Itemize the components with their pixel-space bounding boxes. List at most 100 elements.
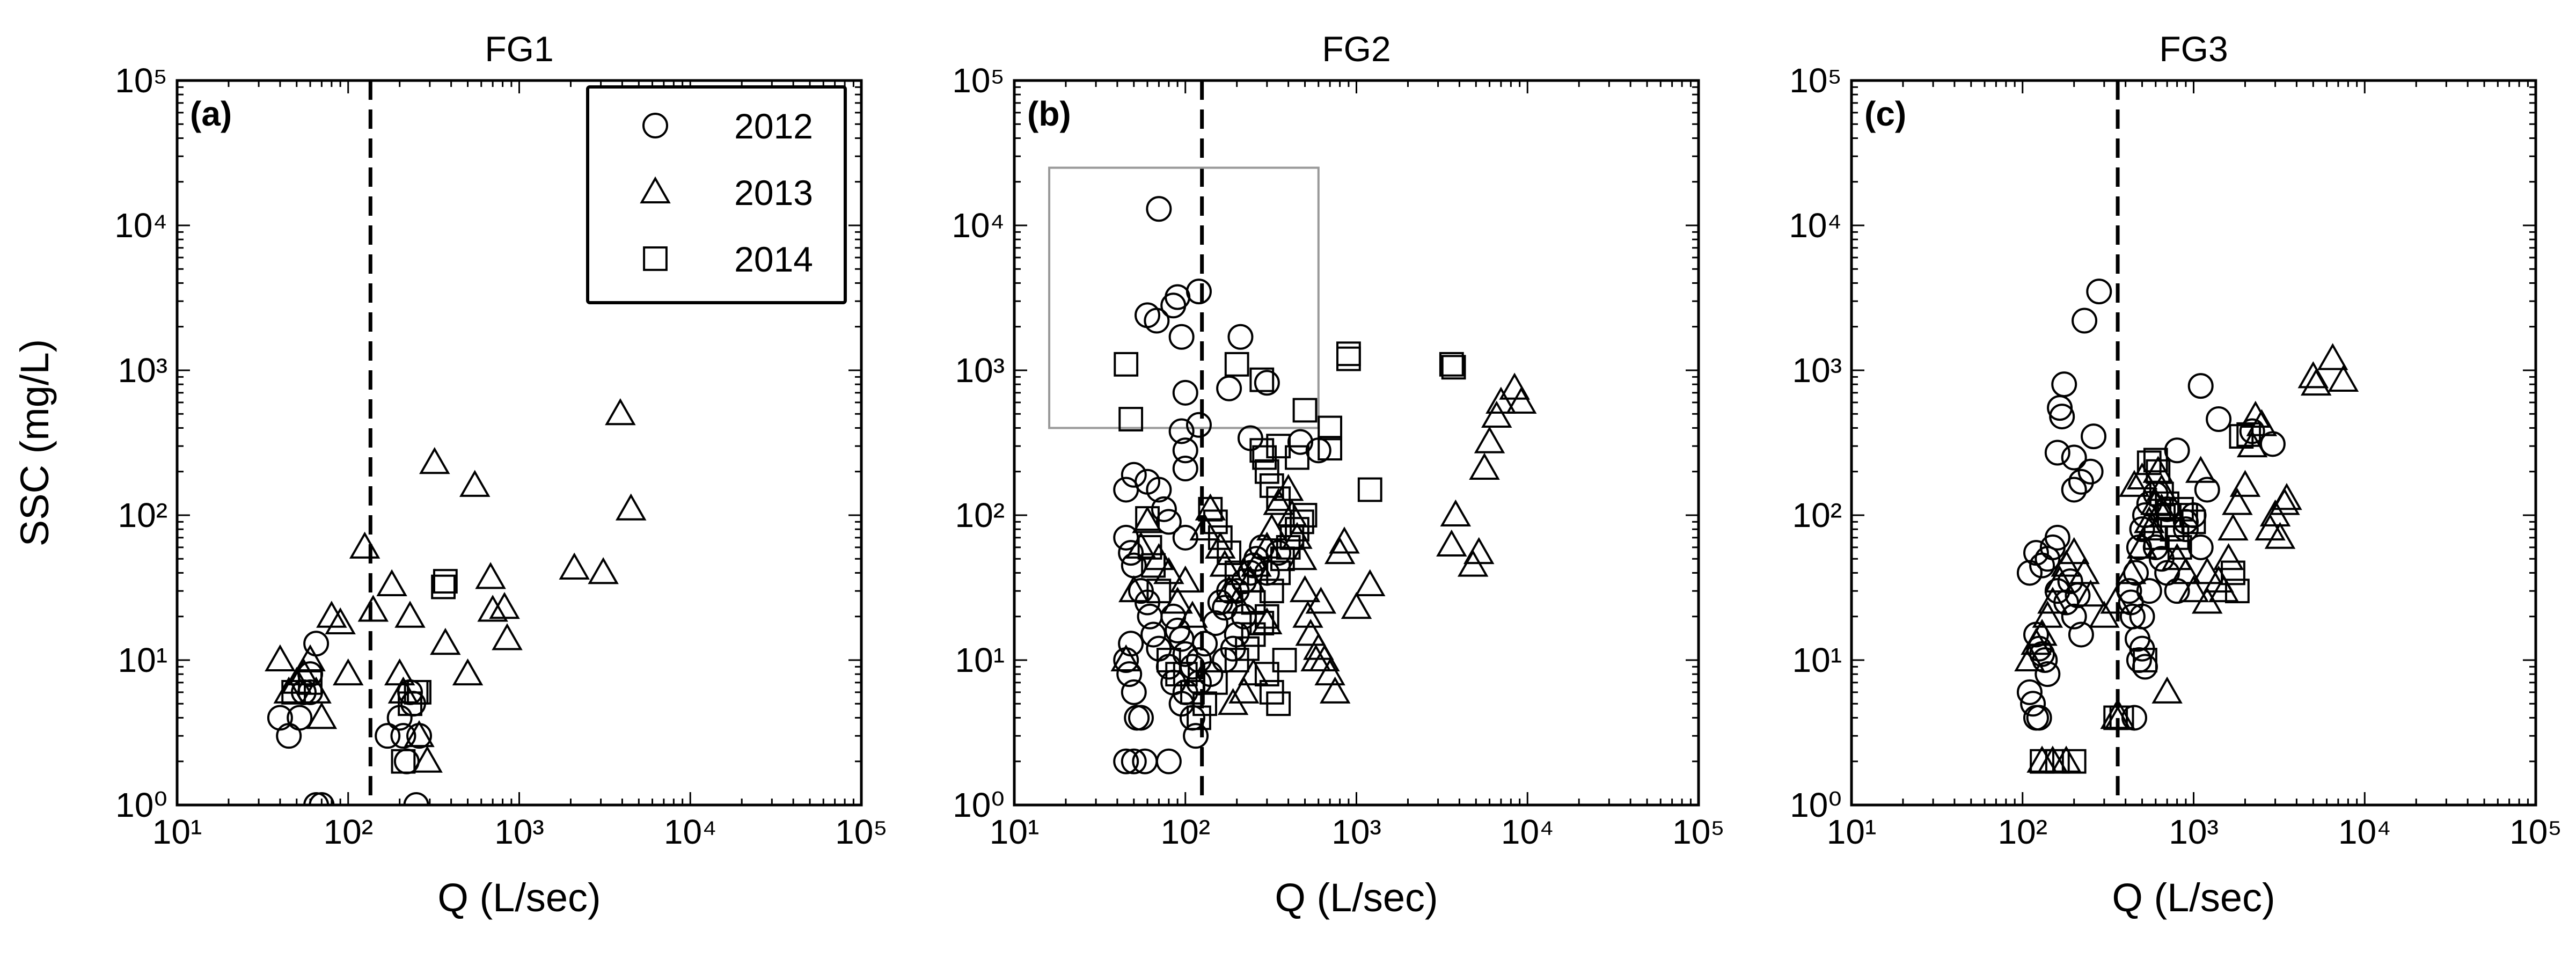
data-point-2012: [1254, 370, 1280, 396]
data-point-2012: [2049, 404, 2075, 430]
y-tick-label: 10¹: [118, 641, 168, 679]
data-point-2013: [2044, 565, 2075, 593]
data-point-2013: [2191, 557, 2223, 584]
data-point-2012: [2086, 279, 2112, 305]
x-tick-label: 10⁵: [1672, 813, 1725, 851]
data-point-2012: [403, 792, 429, 805]
data-point-2012: [1128, 705, 1154, 731]
data-point-2012: [287, 705, 313, 731]
data-point-2014: [1203, 509, 1228, 535]
x-tick-label: 10⁵: [835, 813, 888, 851]
data-point-2013: [615, 493, 647, 521]
data-point-2014: [1249, 611, 1275, 635]
data-point-2013: [1440, 499, 1472, 526]
data-point-2013: [412, 745, 443, 773]
data-point-2013: [2222, 488, 2253, 515]
data-point-2012: [1116, 661, 1143, 687]
data-point-2012: [2164, 437, 2190, 464]
data-point-2013: [2089, 601, 2120, 628]
y-axis-label: SSC (mg/L): [12, 339, 57, 547]
data-point-2012: [2124, 626, 2150, 652]
data-point-2012: [1185, 412, 1212, 438]
data-point-2014: [1318, 436, 1343, 461]
data-point-2013: [2208, 575, 2240, 603]
x-tick-label: 10¹: [990, 813, 1040, 851]
data-point-2013: [2032, 601, 2063, 628]
y-tick-label: 10⁵: [1789, 61, 1842, 100]
data-point-2013: [1177, 601, 1208, 628]
data-point-2014: [2167, 535, 2192, 560]
data-point-2012: [375, 723, 401, 749]
data-point-2013: [459, 470, 491, 497]
data-point-2013: [2213, 543, 2244, 570]
data-point-2014: [281, 679, 306, 705]
data-point-2013: [1118, 575, 1150, 603]
data-point-2012: [2061, 477, 2087, 503]
data-point-2013: [1217, 687, 1249, 715]
data-point-2013: [1474, 426, 1505, 453]
data-point-2014: [1241, 590, 1266, 615]
data-point-2013: [2126, 462, 2158, 490]
data-point-2013: [1354, 569, 1386, 596]
data-point-2014: [2236, 422, 2262, 447]
data-point-2014: [1336, 346, 1361, 371]
panel-label: (c): [1864, 94, 1906, 133]
data-point-2012: [2187, 534, 2214, 560]
y-tick-label: 10³: [955, 351, 1005, 390]
data-point-2013: [430, 627, 461, 655]
data-point-2014: [1318, 415, 1343, 441]
data-point-2013: [2185, 456, 2216, 483]
data-point-2012: [2172, 516, 2199, 543]
data-point-2013: [419, 447, 450, 474]
data-point-2012: [2044, 524, 2070, 551]
y-tick-label: 10⁴: [1789, 206, 1842, 245]
data-point-2013: [2051, 745, 2082, 773]
data-point-2012: [1265, 540, 1292, 566]
data-point-2014: [1254, 604, 1279, 629]
data-point-2012: [1121, 748, 1147, 774]
legend-marker-2014: [643, 246, 668, 271]
data-point-2013: [2126, 531, 2158, 559]
y-tick-label: 10¹: [1792, 641, 1842, 679]
data-point-2013: [2170, 557, 2201, 584]
data-point-2012: [1146, 196, 1172, 222]
data-point-2014: [2149, 481, 2174, 507]
data-point-2014: [1272, 648, 1297, 672]
data-point-2012: [2077, 458, 2104, 485]
data-point-2014: [1141, 553, 1166, 578]
data-point-2012: [2072, 308, 2098, 334]
series-2013: [1110, 372, 1537, 715]
data-point-2013: [2026, 619, 2058, 646]
data-point-2014: [1146, 579, 1172, 604]
y-tick-label: 10⁴: [114, 206, 167, 245]
data-point-2012: [1168, 324, 1195, 350]
data-point-2014: [2174, 503, 2198, 528]
data-point-2014: [1224, 560, 1249, 586]
data-point-2014: [1187, 705, 1211, 730]
data-point-2012: [2081, 423, 2107, 450]
data-point-2012: [2032, 647, 2058, 673]
data-points: [265, 398, 647, 805]
data-point-2014: [2224, 579, 2250, 604]
data-point-2013: [1252, 531, 1283, 559]
data-point-2014: [2030, 749, 2054, 774]
data-point-2012: [2061, 444, 2087, 471]
data-point-2012: [2020, 691, 2046, 717]
data-point-2013: [2058, 537, 2090, 565]
data-point-2012: [2026, 705, 2052, 731]
data-point-2012: [390, 723, 416, 749]
data-point-2013: [2317, 343, 2348, 370]
data-point-2013: [2328, 364, 2359, 392]
panel-title: FG1: [485, 29, 553, 69]
series-2012: [1113, 196, 1331, 774]
legend-label: 2014: [734, 239, 813, 279]
data-point-2012: [2035, 661, 2061, 687]
data-point-2013: [357, 595, 389, 622]
data-point-2013: [1341, 592, 1372, 619]
data-point-2012: [1155, 509, 1182, 535]
data-point-2014: [1252, 445, 1277, 470]
panel-title: FG2: [1322, 29, 1391, 69]
data-point-2012: [1121, 462, 1147, 488]
data-point-2014: [1292, 503, 1318, 528]
